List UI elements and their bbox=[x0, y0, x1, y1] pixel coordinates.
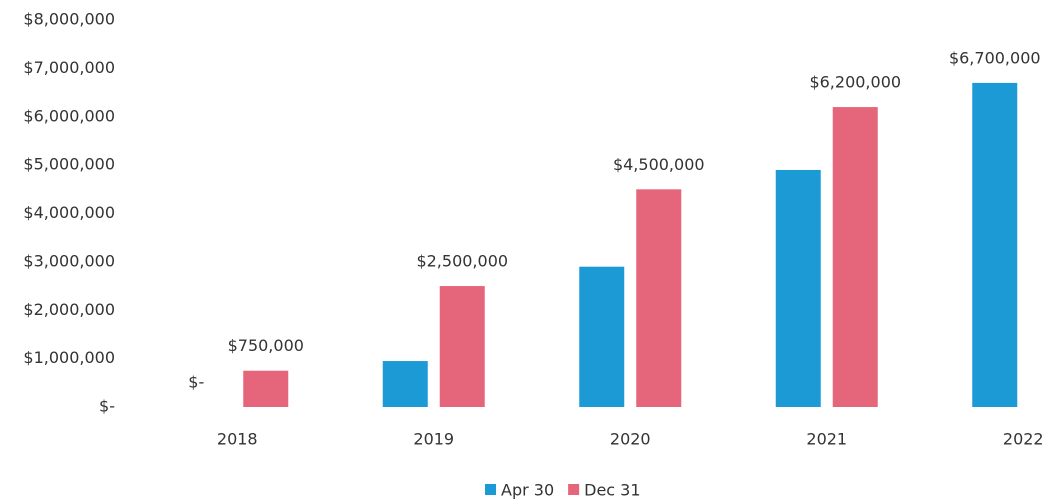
y-tick-label: $3,000,000 bbox=[23, 251, 115, 270]
y-tick-label: $4,000,000 bbox=[23, 203, 115, 222]
x-tick-label: 2021 bbox=[806, 430, 847, 449]
data-label: $6,700,000 bbox=[949, 48, 1041, 67]
bar bbox=[243, 370, 289, 407]
y-tick-label: $7,000,000 bbox=[23, 58, 115, 77]
bar bbox=[775, 169, 821, 407]
bar bbox=[382, 361, 428, 407]
y-tick-label: $- bbox=[99, 397, 115, 416]
data-label: $- bbox=[188, 373, 204, 392]
y-tick-label: $8,000,000 bbox=[23, 10, 115, 29]
x-tick-label: 2020 bbox=[610, 430, 651, 449]
legend-swatch bbox=[568, 484, 580, 495]
data-label: $2,500,000 bbox=[416, 252, 508, 271]
legend-swatch bbox=[485, 484, 496, 495]
legend-label: Apr 30 bbox=[501, 481, 554, 500]
bar bbox=[636, 189, 682, 407]
bar bbox=[579, 266, 625, 407]
y-tick-label: $6,000,000 bbox=[23, 106, 115, 125]
data-label: $6,200,000 bbox=[809, 73, 901, 92]
bar bbox=[972, 82, 1018, 407]
x-tick-label: 2018 bbox=[217, 430, 258, 449]
bar bbox=[832, 107, 878, 407]
data-label: $4,500,000 bbox=[613, 155, 705, 174]
y-tick-label: $2,000,000 bbox=[23, 300, 115, 319]
data-label: $750,000 bbox=[228, 336, 304, 355]
x-tick-label: 2022 bbox=[1003, 430, 1044, 449]
bar bbox=[439, 286, 485, 407]
legend-label: Dec 31 bbox=[584, 481, 640, 500]
y-tick-label: $1,000,000 bbox=[23, 348, 115, 367]
x-tick-label: 2019 bbox=[413, 430, 454, 449]
y-tick-label: $5,000,000 bbox=[23, 155, 115, 174]
